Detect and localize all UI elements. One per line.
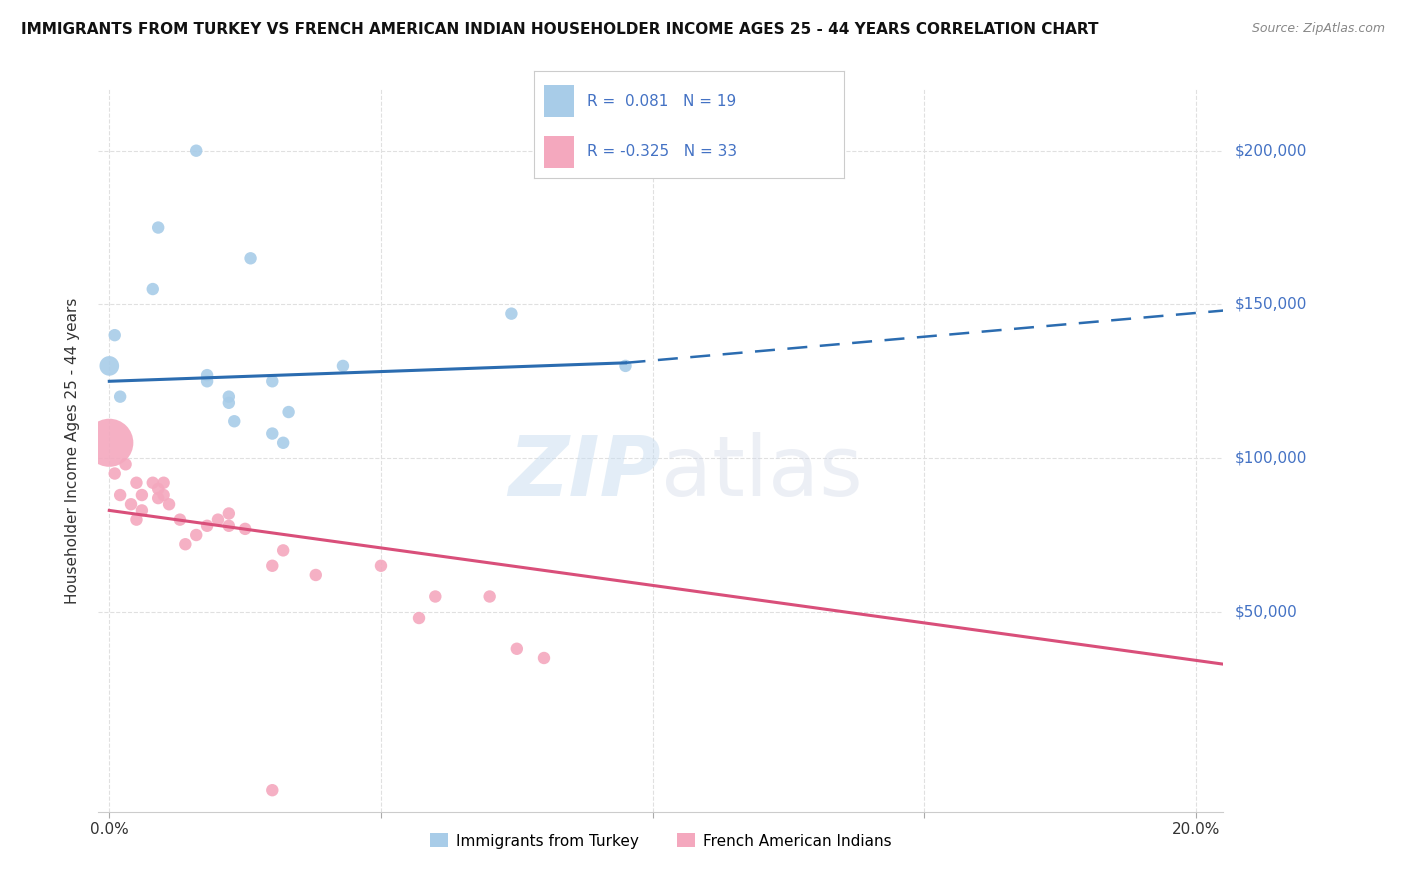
Text: R = -0.325   N = 33: R = -0.325 N = 33 (586, 145, 737, 159)
Point (218, 507, 240, 521)
Point (108, 488, 131, 502)
Point (186, 144, 208, 158)
Point (148, 220, 170, 235)
Point (174, 537, 197, 551)
Point (169, 513, 191, 527)
Point (218, 518, 240, 533)
Point (271, 435, 294, 450)
Point (148, 482, 170, 496)
Point (501, 307, 523, 321)
Point (533, 651, 555, 665)
Text: atlas: atlas (661, 432, 862, 513)
Point (157, 497, 180, 511)
Point (152, 488, 174, 502)
Point (506, 641, 529, 656)
Point (104, 467, 127, 481)
Point (218, 390, 240, 404)
Point (131, 503, 153, 517)
Point (277, 405, 299, 419)
Point (332, 359, 354, 373)
Point (262, 374, 284, 388)
Point (195, 518, 218, 533)
Point (271, 543, 294, 558)
Y-axis label: Householder Income Ages 25 - 44 years: Householder Income Ages 25 - 44 years (65, 297, 80, 604)
Point (125, 513, 148, 527)
Text: ZIP: ZIP (508, 432, 661, 513)
Point (120, 497, 142, 511)
Point (104, 328, 127, 343)
Point (425, 590, 447, 604)
Text: $200,000: $200,000 (1234, 144, 1306, 158)
Text: $150,000: $150,000 (1234, 297, 1306, 312)
Point (195, 374, 218, 388)
Point (614, 359, 637, 373)
Point (142, 282, 165, 296)
Text: $50,000: $50,000 (1234, 605, 1298, 619)
Text: IMMIGRANTS FROM TURKEY VS FRENCH AMERICAN INDIAN HOUSEHOLDER INCOME AGES 25 - 44: IMMIGRANTS FROM TURKEY VS FRENCH AMERICA… (21, 22, 1098, 37)
Point (224, 414, 246, 428)
Point (262, 558, 284, 573)
Text: $100,000: $100,000 (1234, 450, 1306, 466)
Point (114, 458, 136, 472)
Point (370, 558, 392, 573)
Point (262, 783, 284, 797)
Point (98, 359, 121, 373)
Point (195, 368, 218, 383)
Point (142, 475, 165, 490)
Point (233, 522, 256, 536)
Point (98, 435, 121, 450)
Point (125, 475, 148, 490)
Point (152, 475, 174, 490)
Bar (544, 86, 575, 118)
Bar (544, 136, 575, 168)
Point (218, 396, 240, 410)
Point (108, 390, 131, 404)
Point (186, 528, 208, 542)
Text: Source: ZipAtlas.com: Source: ZipAtlas.com (1251, 22, 1385, 36)
Point (207, 513, 229, 527)
Point (305, 568, 328, 582)
Point (262, 426, 284, 441)
Point (408, 611, 430, 625)
Text: R =  0.081   N = 19: R = 0.081 N = 19 (586, 94, 737, 109)
Point (478, 590, 501, 604)
Point (239, 252, 262, 266)
Point (148, 491, 170, 505)
Legend: Immigrants from Turkey, French American Indians: Immigrants from Turkey, French American … (423, 828, 898, 855)
Point (131, 488, 153, 502)
